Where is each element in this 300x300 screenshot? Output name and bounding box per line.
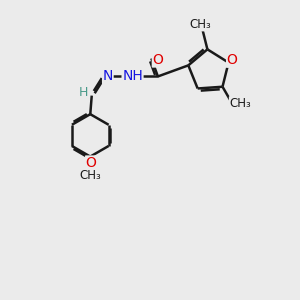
Text: H: H [79,86,88,99]
Text: CH₃: CH₃ [189,18,211,31]
Text: O: O [86,156,97,170]
Text: NH: NH [122,69,143,83]
Text: CH₃: CH₃ [230,97,251,110]
Text: O: O [226,53,238,67]
Text: CH₃: CH₃ [80,169,101,182]
Text: N: N [103,69,113,83]
Text: O: O [152,53,163,67]
